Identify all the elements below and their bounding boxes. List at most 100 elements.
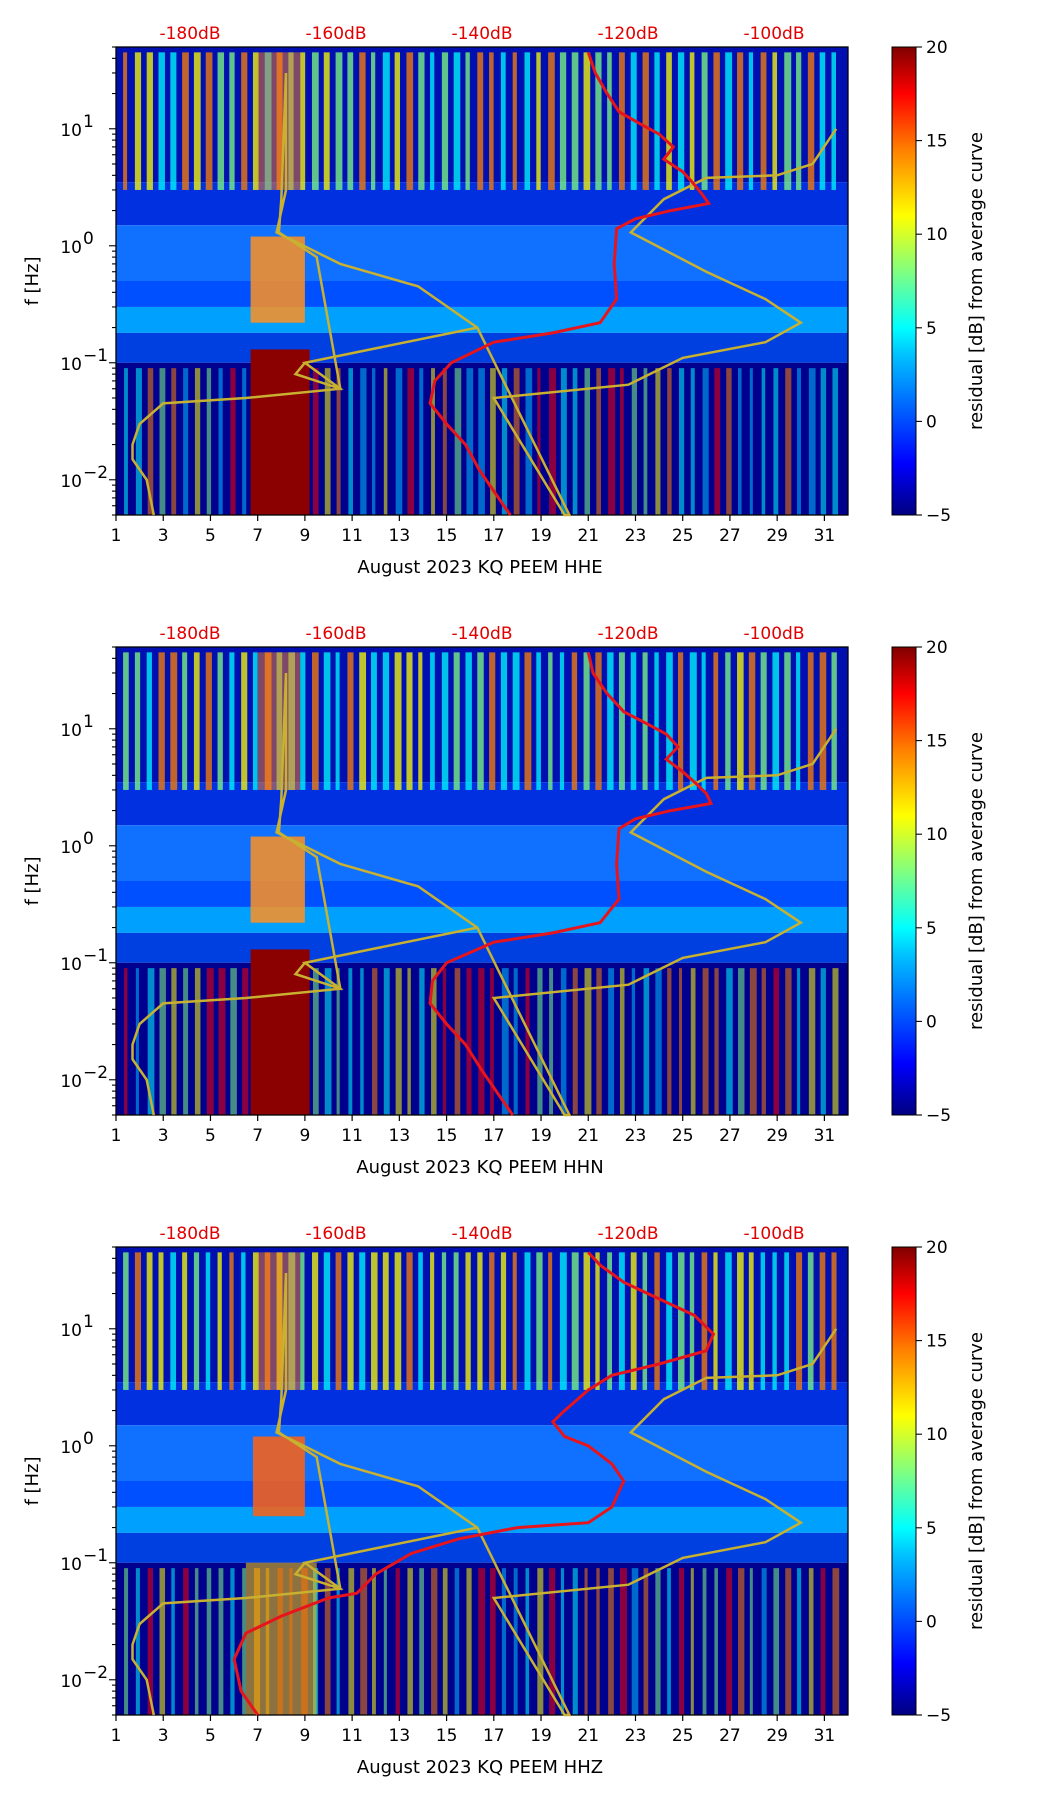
noise-stripe-low — [572, 968, 578, 1115]
x-axis-label: August 2023 KQ PEEM HHZ — [357, 1757, 603, 1778]
noise-stripe-low — [690, 968, 696, 1115]
top-axis-label: -180dB — [159, 1224, 220, 1244]
x-tick-label: 7 — [252, 1126, 263, 1146]
noise-stripe-low — [466, 1568, 472, 1715]
colorbar-ticks: −5 0 5 10 15 20 — [916, 38, 951, 526]
noise-stripe-low — [808, 368, 816, 515]
noise-stripe-low — [560, 1568, 565, 1715]
spectrogram-band — [116, 1506, 848, 1533]
noise-stripe — [146, 1252, 153, 1390]
x-tick-label: 11 — [341, 1126, 363, 1146]
noise-stripe — [571, 652, 578, 790]
noise-stripe — [630, 1252, 637, 1390]
noise-stripe-low — [230, 368, 236, 515]
noise-stripe-low — [572, 368, 578, 515]
noise-stripe — [677, 652, 684, 790]
noise-stripe-low — [431, 1568, 438, 1715]
noise-stripe-low — [171, 368, 177, 515]
y-axis-label: f [Hz] — [22, 856, 43, 905]
x-tick-label: 23 — [625, 1726, 647, 1746]
noise-stripe — [630, 652, 637, 790]
noise-stripe-low — [537, 1568, 544, 1715]
noise-stripe-low — [726, 1568, 733, 1715]
curves — [131, 652, 838, 1117]
y-tick-exponent: 0 — [83, 1429, 94, 1449]
noise-stripe-low — [171, 968, 177, 1115]
x-tick-label: 31 — [814, 1126, 836, 1146]
noise-stripe — [737, 652, 744, 790]
noise-stripe-low — [808, 968, 816, 1115]
noise-stripe — [441, 52, 449, 190]
noise-stripe-low — [407, 968, 411, 1115]
top-axis-labels: -180dB -160dB -140dB -120dB -100dB — [159, 1224, 804, 1244]
y-tick-exponent: −2 — [83, 1063, 108, 1083]
spectrogram-stripes — [123, 652, 839, 1115]
x-tick-label: 15 — [436, 1726, 458, 1746]
noise-stripe-low — [442, 968, 447, 1115]
noise-stripe-low — [135, 968, 139, 1115]
noise-stripe-low — [312, 368, 319, 515]
y-axis-label: f [Hz] — [22, 1456, 43, 1505]
noise-stripe — [831, 52, 836, 190]
red-noise-curve — [428, 51, 712, 516]
noise-stripe-low — [525, 368, 533, 515]
noise-stripe — [748, 652, 756, 790]
noise-stripe-low — [584, 368, 591, 515]
noise-stripe-low — [738, 368, 742, 515]
x-tick-label: 29 — [766, 1126, 788, 1146]
noise-stripe — [654, 1252, 660, 1390]
noise-stripe-low — [808, 1568, 814, 1715]
noise-stripe-low — [324, 368, 331, 515]
colorbar-tick-label: 10 — [926, 1425, 948, 1445]
noise-stripe-low — [124, 1568, 129, 1715]
noise-stripe — [677, 52, 685, 190]
noise-stripe — [158, 1252, 164, 1390]
y-tick-label: 10 — [60, 1555, 82, 1575]
noise-stripe-low — [773, 1568, 780, 1715]
noise-stripe — [311, 52, 319, 190]
x-tick-label: 1 — [111, 526, 122, 546]
noise-stripe-low — [608, 968, 615, 1115]
noise-stripe-low — [678, 968, 683, 1115]
noise-stripe — [335, 1252, 342, 1390]
noise-stripe — [583, 52, 591, 190]
noise-stripe-low — [560, 968, 567, 1115]
noise-stripe — [796, 652, 801, 790]
x-tick-label: 17 — [483, 526, 505, 546]
noise-stripe — [371, 52, 376, 190]
top-axis-label: -180dB — [159, 624, 220, 644]
x-tick-label: 19 — [530, 1126, 552, 1146]
colorbar-label: residual [dB] from average curve — [966, 132, 987, 430]
noise-stripe — [677, 1252, 685, 1390]
colorbar-ticks: −5 0 5 10 15 20 — [916, 1238, 951, 1726]
spectrogram-band — [116, 225, 848, 281]
noise-stripe-low — [797, 1568, 802, 1715]
top-axis-label: -120dB — [597, 24, 658, 44]
y-tick-label: 10 — [60, 238, 82, 258]
x-tick-label: 3 — [158, 1726, 169, 1746]
x-ticks: 1 3 5 7 9 11 13 15 17 19 21 23 25 27 29 31 — [111, 1715, 835, 1746]
noise-stripe — [737, 52, 744, 190]
noise-stripe — [607, 652, 614, 790]
noise-stripe-low — [348, 368, 353, 515]
noise-stripe-low — [348, 968, 353, 1115]
noise-stripe — [441, 1252, 447, 1390]
y-tick-exponent: −1 — [83, 946, 108, 966]
colorbar-tick-label: 10 — [926, 825, 948, 845]
y-tick-label: 10 — [60, 955, 82, 975]
noise-stripe-low — [242, 368, 247, 515]
x-axis-label: August 2023 KQ PEEM HHN — [356, 1157, 603, 1178]
colorbar-tick-label: 5 — [926, 319, 937, 339]
noise-stripe — [500, 52, 506, 190]
noise-stripe — [441, 652, 449, 790]
noise-stripe-low — [702, 968, 709, 1115]
noise-stripe-low — [513, 1568, 518, 1715]
colorbar-tick-label: 0 — [926, 1612, 937, 1632]
noise-stripe-low — [761, 368, 766, 515]
noise-stripe-low — [738, 1568, 745, 1715]
noise-stripe — [618, 1252, 625, 1390]
noise-stripe-low — [773, 968, 780, 1115]
noise-stripe-low — [690, 368, 695, 515]
noise-stripe — [725, 652, 731, 790]
